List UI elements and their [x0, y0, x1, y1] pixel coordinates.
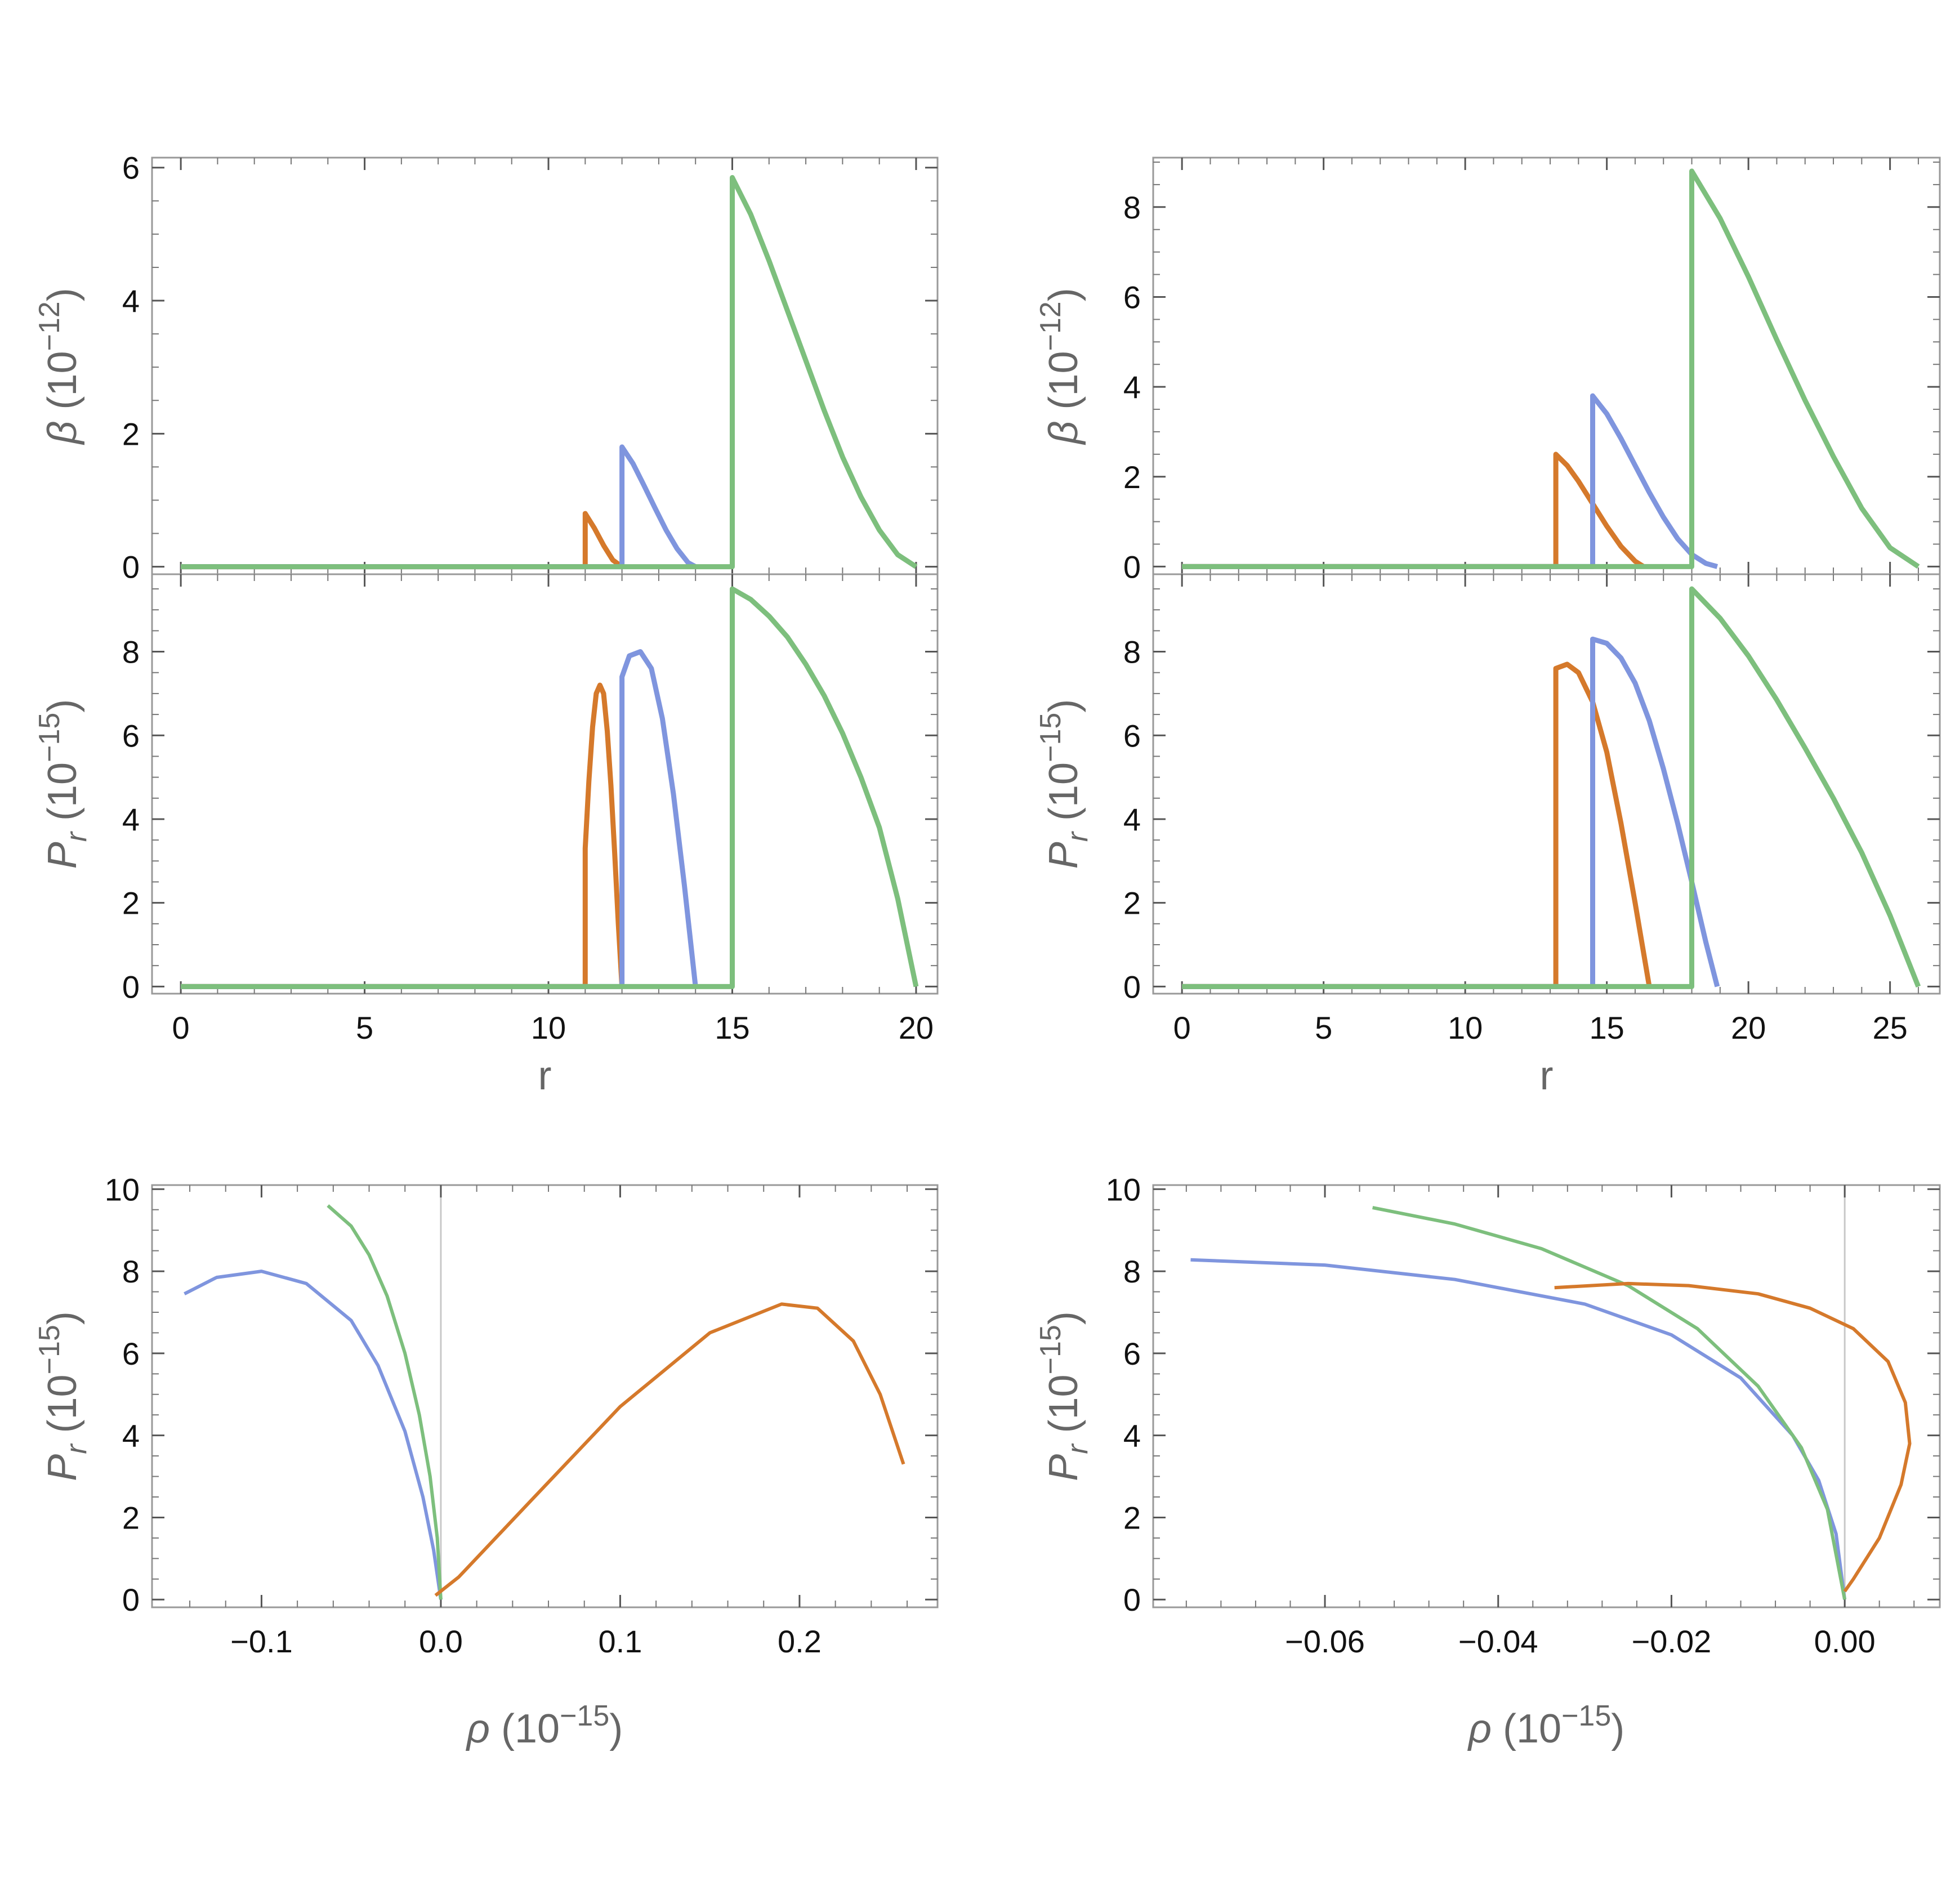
- plot-frame: [1152, 1184, 1941, 1608]
- y-tick-label: 4: [122, 1418, 140, 1454]
- x-tick-label: −0.1: [230, 1624, 293, 1659]
- y-tick-label: 4: [1123, 369, 1141, 405]
- series-line-blue: [181, 649, 698, 989]
- x-tick-label: −0.06: [1285, 1624, 1365, 1659]
- y-tick-label: 10: [105, 1172, 140, 1207]
- y-tick-label: 0: [122, 549, 140, 585]
- series-line-green: [1372, 1206, 1847, 1600]
- y-tick-label: 0: [1123, 549, 1141, 584]
- panel-left-pr-vs-r: 0 2 4 6 8 0 5 10 15 20 Pr (10−15) r: [33, 573, 939, 1098]
- x-tick-label: 15: [1589, 1010, 1624, 1045]
- x-tick-label: 0: [1173, 1010, 1191, 1045]
- series-line-orange: [181, 511, 624, 570]
- series-line-blue: [184, 1270, 443, 1600]
- x-tick-label: 5: [1315, 1010, 1332, 1045]
- y-tick-label: 0: [122, 1582, 140, 1617]
- series-line-orange: [1554, 1281, 1912, 1593]
- panel-right-pr-vs-r: 0 2 4 6 8 0 5 10 15 20 25 Pr (10−15) r: [1034, 573, 1941, 1098]
- y-tick-label: 6: [1123, 718, 1141, 753]
- series-line-blue: [1182, 393, 1719, 569]
- y-tick-label: 2: [1123, 1500, 1141, 1535]
- y-tick-label: 8: [122, 1254, 140, 1289]
- y-tick-label: 2: [122, 886, 140, 921]
- x-tick-label: 10: [1448, 1010, 1483, 1045]
- x-tick-label: −0.04: [1458, 1624, 1538, 1659]
- y-axis-label: Pr (10−15): [1034, 1311, 1094, 1481]
- y-tick-label: 0: [1123, 1582, 1141, 1617]
- series-line-orange: [1182, 662, 1652, 989]
- series-line-orange: [181, 682, 625, 989]
- y-tick-label: 2: [1123, 886, 1141, 921]
- x-tick-label: 0.2: [778, 1624, 822, 1659]
- series-line-orange: [434, 1302, 905, 1597]
- y-tick-label: 2: [122, 416, 140, 452]
- y-tick-label: 0: [1123, 969, 1141, 1004]
- x-tick-label: 0.1: [598, 1624, 642, 1659]
- y-tick-label: 8: [122, 634, 140, 670]
- y-tick-label: 8: [1123, 634, 1141, 670]
- x-axis-label: ρ (10−15): [466, 1700, 623, 1751]
- x-tick-label: 0: [172, 1010, 190, 1045]
- y-tick-label: 6: [1123, 279, 1141, 315]
- plot-frame: [1152, 573, 1941, 995]
- plot-frame: [1152, 157, 1941, 575]
- y-axis-label: Pr (10−15): [33, 699, 93, 869]
- x-tick-label: 15: [715, 1010, 749, 1045]
- x-tick-label: 20: [1731, 1010, 1766, 1045]
- y-tick-label: 4: [122, 802, 140, 837]
- series-line-blue: [1190, 1258, 1847, 1600]
- y-tick-label: 8: [1123, 1254, 1141, 1289]
- y-axis-label: β (10−12): [33, 288, 85, 445]
- panel-left-beta-vs-r: 0 2 4 6 β (10−12): [33, 150, 939, 585]
- y-tick-label: 6: [122, 150, 140, 186]
- panel-left-pr-vs-rho: 0 2 4 6 8 10 −0.1 0.0 0.1 0.2 Pr (10−15) ρ (10−15): [33, 1172, 939, 1751]
- y-tick-label: 8: [1123, 190, 1141, 225]
- plot-frame: [151, 1184, 939, 1608]
- series-line-green: [327, 1204, 443, 1600]
- x-axis-label: r: [538, 1053, 552, 1098]
- x-tick-label: 5: [356, 1010, 373, 1045]
- y-tick-label: 2: [122, 1500, 140, 1535]
- series-line-green: [181, 175, 918, 570]
- y-tick-label: 6: [1123, 1336, 1141, 1371]
- panel-right-pr-vs-rho: 0 2 4 6 8 10 −0.06 −0.04 −0.02 0.00 Pr (10−15) ρ (1…: [1034, 1172, 1941, 1751]
- x-tick-label: 25: [1872, 1010, 1907, 1045]
- x-tick-label: 0.0: [419, 1624, 463, 1659]
- y-tick-label: 10: [1106, 1172, 1141, 1207]
- y-tick-label: 0: [122, 969, 140, 1004]
- x-tick-label: 20: [899, 1010, 934, 1045]
- y-tick-label: 6: [122, 718, 140, 753]
- x-tick-label: 0.00: [1814, 1624, 1876, 1659]
- y-axis-label: Pr (10−15): [33, 1311, 93, 1481]
- x-axis-label: r: [1540, 1053, 1554, 1098]
- series-line-blue: [1182, 636, 1720, 989]
- y-tick-label: 4: [1123, 1418, 1141, 1454]
- plot-frame: [151, 157, 939, 575]
- y-axis-label: β (10−12): [1034, 288, 1086, 445]
- y-tick-label: 4: [1123, 802, 1141, 837]
- x-tick-label: −0.02: [1632, 1624, 1712, 1659]
- series-line-orange: [1182, 452, 1645, 569]
- y-tick-label: 2: [1123, 459, 1141, 495]
- y-tick-label: 6: [122, 1336, 140, 1371]
- series-line-green: [181, 586, 919, 989]
- x-axis-label: ρ (10−15): [1467, 1700, 1625, 1751]
- series-line-blue: [181, 444, 697, 570]
- series-line-green: [1182, 168, 1920, 569]
- x-tick-label: 10: [531, 1010, 566, 1045]
- series-line-green: [1182, 586, 1921, 989]
- panel-right-beta-vs-r: 0 2 4 6 8 β (10−12): [1034, 157, 1941, 584]
- y-tick-label: 4: [122, 283, 140, 319]
- y-axis-label: Pr (10−15): [1034, 699, 1094, 869]
- plot-frame: [151, 573, 939, 995]
